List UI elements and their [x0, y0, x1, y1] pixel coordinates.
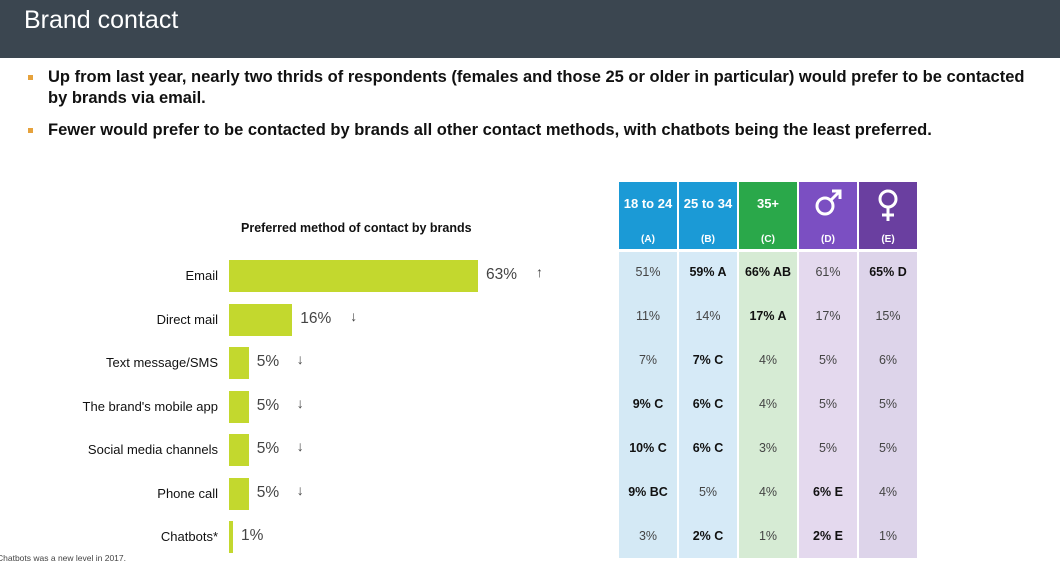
- table-cell: 6% C: [692, 441, 724, 455]
- data-label: 63%: [486, 266, 518, 283]
- table-cell: 1%: [758, 529, 778, 543]
- table-cell: 59% A: [689, 265, 727, 279]
- column-code: (C): [761, 234, 775, 245]
- chart-title: Preferred method of contact by brands: [241, 221, 472, 235]
- category-label: Chatbots*: [160, 529, 218, 544]
- table-cell: 5%: [878, 397, 898, 411]
- table-cell: 15%: [875, 309, 901, 323]
- column-body: [679, 252, 737, 558]
- table-cell: 66% AB: [744, 265, 792, 279]
- table-cell: 10% C: [629, 441, 667, 455]
- table-cell: 14%: [695, 309, 721, 323]
- column-header: (E): [859, 182, 917, 249]
- table-cell: 6%: [878, 353, 898, 367]
- column-code: (D): [821, 234, 835, 245]
- column-label: 35+: [756, 196, 780, 211]
- category-label: The brand's mobile app: [82, 398, 218, 414]
- table-cell: 7% C: [692, 353, 724, 367]
- table-cell: 3%: [758, 441, 778, 455]
- table-cell: 7%: [638, 353, 658, 367]
- table-cell: 4%: [758, 485, 778, 499]
- bar: [229, 434, 249, 466]
- bar: [229, 347, 249, 379]
- bar: [229, 521, 233, 553]
- table-cell: 4%: [758, 353, 778, 367]
- table-cell: 65% D: [869, 265, 907, 279]
- data-label: 1%: [241, 527, 264, 544]
- table-cell: 4%: [758, 397, 778, 411]
- data-label: 5%: [256, 396, 280, 414]
- data-label: 5%: [256, 353, 280, 370]
- table-cell: 5%: [818, 397, 838, 411]
- bullet-1: Up from last year, nearly two thrids of …: [28, 67, 1038, 109]
- table-cell: 61%: [815, 265, 841, 279]
- bullet-2: Fewer would prefer to be contacted by br…: [28, 120, 1038, 141]
- table-cell: 6% E: [813, 485, 843, 499]
- table-cell: 4%: [878, 485, 898, 499]
- table-cell: 9% C: [632, 397, 664, 411]
- category-label: Direct mail: [156, 311, 218, 327]
- table-cell: 5%: [698, 485, 718, 499]
- table-cell: 51%: [635, 265, 661, 279]
- table-cell: 1%: [878, 529, 898, 543]
- column-header: (D): [799, 182, 857, 249]
- table-cell: 5%: [818, 353, 838, 367]
- up-arrow-icon: ↑: [536, 264, 543, 280]
- column-header: 35+ (C): [739, 182, 797, 249]
- category-label: Text message/SMS: [106, 355, 218, 370]
- bullet-text: Up from last year, nearly two thrids of …: [48, 68, 1025, 107]
- bar: [229, 260, 478, 292]
- down-arrow-icon: ↓: [296, 394, 304, 411]
- column-body: [859, 252, 917, 558]
- column-label: 18 to 24: [623, 196, 673, 211]
- category-label: Social media channels: [87, 442, 218, 457]
- bar: [229, 477, 249, 510]
- down-arrow-icon: ↓: [350, 307, 358, 324]
- column-code: (E): [881, 234, 895, 245]
- down-arrow-icon: ↓: [296, 351, 304, 367]
- data-label: 16%: [300, 309, 332, 327]
- table-cell: 9% BC: [628, 485, 668, 499]
- bar: [229, 303, 293, 336]
- category-label: Email: [185, 268, 218, 283]
- bullet-marker-icon: [28, 128, 33, 133]
- category-label: Phone call: [157, 485, 218, 501]
- table-cell: 3%: [638, 529, 658, 543]
- data-label: 5%: [256, 440, 280, 457]
- down-arrow-icon: ↓: [296, 438, 304, 454]
- column-body: [619, 252, 677, 558]
- header-bar: Brand contact: [0, 0, 1060, 58]
- down-arrow-icon: ↓: [296, 481, 304, 498]
- data-label: 5%: [256, 483, 280, 501]
- table-cell: 2% E: [813, 529, 843, 543]
- bar: [229, 390, 249, 423]
- column-header: 25 to 34 (B): [679, 182, 737, 249]
- column-body: [799, 252, 857, 558]
- column-code: (A): [641, 234, 655, 245]
- table-cell: 17% A: [749, 309, 787, 323]
- bullet-text: Fewer would prefer to be contacted by br…: [48, 121, 932, 139]
- table-cell: 2% C: [692, 529, 724, 543]
- column-label: 25 to 34: [683, 196, 733, 211]
- footnote: Chatbots was a new level in 2017.: [0, 553, 126, 563]
- table-cell: 5%: [878, 441, 898, 455]
- table-cell: 17%: [815, 309, 841, 323]
- column-body: [739, 252, 797, 558]
- table-cell: 5%: [818, 441, 838, 455]
- page-title: Brand contact: [24, 6, 179, 34]
- column-header: 18 to 24 (A): [619, 182, 677, 249]
- bullet-marker-icon: [28, 75, 33, 80]
- table-cell: 11%: [635, 309, 661, 323]
- table-cell: 6% C: [692, 397, 724, 411]
- column-code: (B): [701, 234, 715, 245]
